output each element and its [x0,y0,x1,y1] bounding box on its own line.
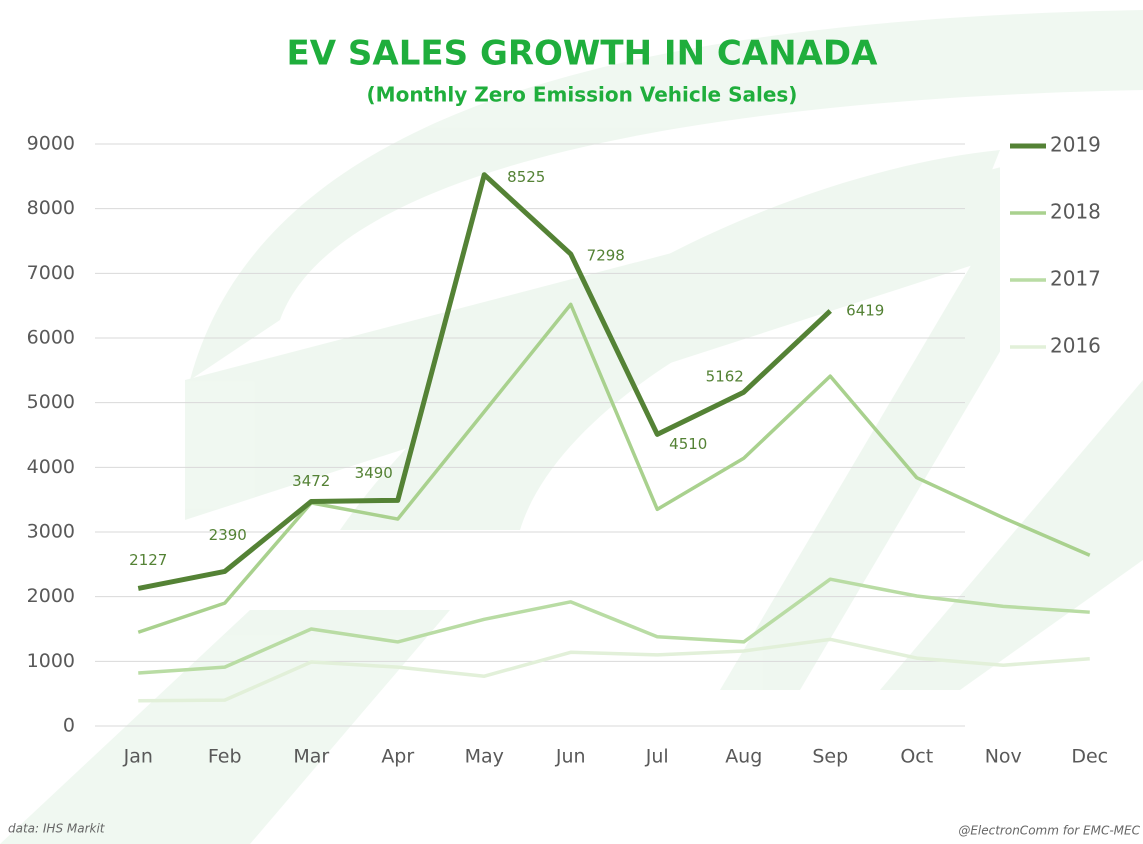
data-label: 4510 [669,435,707,453]
y-tick-label: 0 [63,715,75,737]
x-tick-label: Mar [293,746,329,768]
y-tick-label: 6000 [27,327,75,349]
chart-title: EV SALES GROWTH IN CANADA [287,34,879,74]
legend-background [1000,125,1143,365]
x-tick-label: Dec [1071,746,1108,768]
x-tick-label: Jun [555,746,586,768]
source-note: data: IHS Markit [8,822,106,836]
background-logo [0,10,1143,844]
legend-label: 2016 [1050,334,1101,358]
data-label: 8525 [507,168,545,186]
x-tick-label: Oct [900,746,933,768]
y-tick-label: 7000 [27,262,75,284]
y-tick-label: 5000 [27,391,75,413]
y-tick-label: 8000 [27,197,75,219]
x-tick-label: Jul [645,746,669,768]
credit-note: @ElectronComm for EMC-MEC [958,824,1140,838]
chart-subtitle: (Monthly Zero Emission Vehicle Sales) [367,83,798,107]
data-label: 5162 [706,368,744,386]
y-tick-label: 3000 [27,521,75,543]
y-tick-label: 9000 [27,133,75,155]
y-tick-label: 2000 [27,585,75,607]
data-label: 2127 [129,551,167,569]
legend-label: 2019 [1050,133,1101,157]
x-tick-label: Feb [208,746,242,768]
data-label: 7298 [587,247,625,265]
x-tick-label: Nov [985,746,1022,768]
legend-label: 2017 [1050,267,1101,291]
data-label: 6419 [846,301,884,319]
x-tick-label: Aug [725,746,762,768]
x-tick-label: Jan [123,746,153,768]
data-label: 2390 [209,526,247,544]
y-tick-label: 4000 [27,456,75,478]
legend-label: 2018 [1050,200,1101,224]
chart: EV SALES GROWTH IN CANADA (Monthly Zero … [0,0,1143,844]
x-tick-label: May [465,746,504,768]
data-label: 3472 [292,472,330,490]
y-tick-label: 1000 [27,650,75,672]
data-label: 3490 [355,464,393,482]
x-tick-label: Sep [812,746,848,768]
x-tick-label: Apr [381,746,414,768]
